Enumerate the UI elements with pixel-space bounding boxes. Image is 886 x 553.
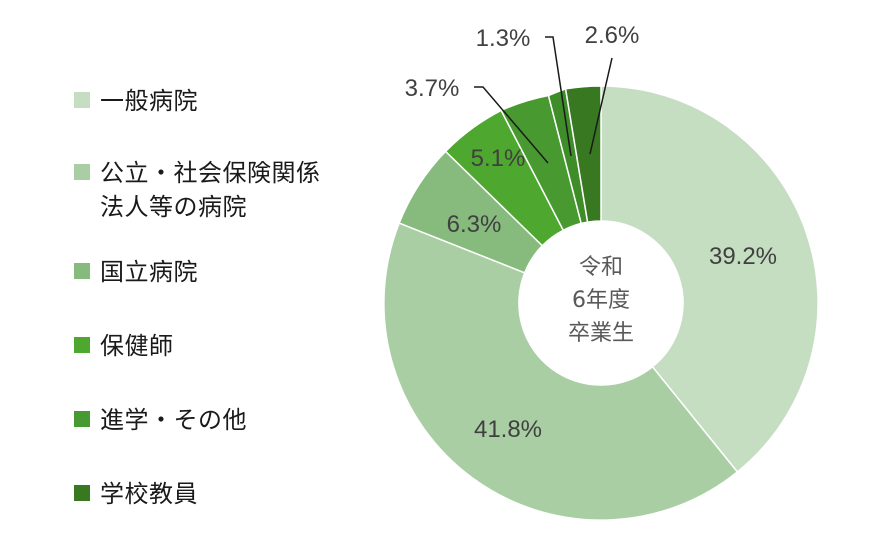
legend-item-school-teacher: 学校教員	[74, 477, 198, 511]
legend-label: 国立病院	[100, 258, 198, 286]
center-label-line1: 令和	[579, 255, 623, 280]
legend-swatch	[74, 411, 90, 427]
label-6-3: 6.3%	[447, 211, 502, 238]
label-41-8: 41.8%	[474, 416, 542, 443]
label-1-3: 1.3%	[476, 25, 531, 52]
slice-school-teacher	[564, 85, 602, 223]
leader-line-3-7	[474, 86, 549, 164]
legend-item-national-hospital: 国立病院	[74, 255, 198, 289]
legend-swatch	[74, 337, 90, 353]
legend-label: 学校教員	[100, 480, 198, 508]
legend-label: 保健師	[100, 332, 174, 360]
center-label-line2: 6年度	[572, 288, 630, 313]
legend-label: 公立・社会保険関係 法人等の病院	[100, 159, 321, 221]
legend-label: 一般病院	[100, 87, 198, 115]
leader-line-2-6	[589, 57, 613, 155]
slice-public-hospital	[383, 222, 739, 521]
legend-label: 進学・その他	[100, 406, 247, 434]
label-3-7: 3.7%	[405, 75, 460, 102]
label-2-6: 2.6%	[585, 22, 640, 49]
legend-item-further-study-other: 進学・その他	[74, 403, 247, 437]
legend-item-public-hospital: 公立・社会保険関係 法人等の病院	[74, 156, 321, 224]
legend-swatch	[74, 92, 90, 108]
label-5-1: 5.1%	[471, 145, 526, 172]
leader-line-1-3	[545, 36, 572, 157]
slice-general-hospital	[600, 85, 819, 473]
legend-swatch	[74, 164, 90, 180]
label-39-2: 39.2%	[709, 243, 777, 270]
legend-swatch	[74, 485, 90, 501]
legend-item-public-health-nurse: 保健師	[74, 329, 174, 363]
legend-item-general-hospital: 一般病院	[74, 84, 198, 118]
center-label-line3: 卒業生	[568, 321, 634, 346]
legend-swatch	[74, 263, 90, 279]
